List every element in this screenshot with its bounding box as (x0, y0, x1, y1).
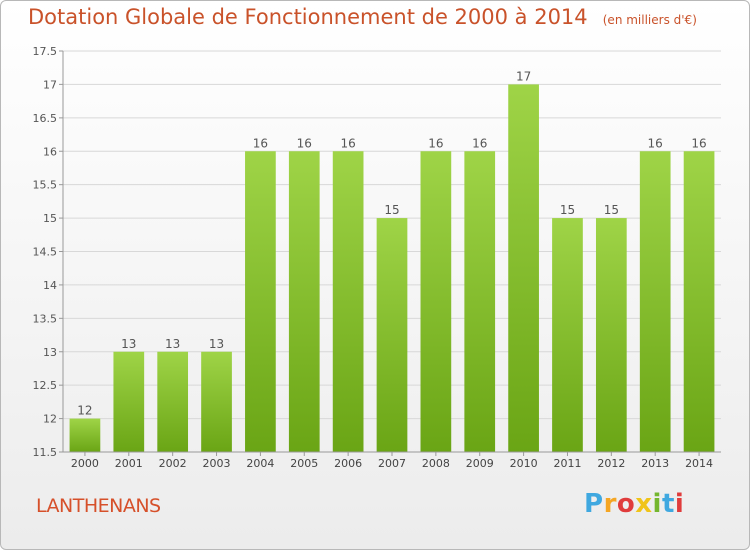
data-label-2002: 13 (165, 337, 180, 351)
y-tick-label: 13 (43, 346, 57, 359)
data-label-2008: 16 (428, 136, 443, 150)
x-tick-label-2009: 2009 (466, 457, 494, 470)
y-tick-label: 14 (43, 279, 57, 292)
axes: 11.5 12 12.5 13 13.5 14 14.5 15 15.5 16 16.5 17 17.5… (33, 45, 721, 470)
bars (69, 84, 715, 453)
data-label-2004: 16 (253, 136, 268, 150)
x-tick-label-2003: 2003 (203, 457, 231, 470)
bar-2006 (332, 151, 364, 452)
bar-2013 (639, 151, 671, 452)
data-labels: 12 13 13 13 16 16 16 15 16 16 17 15 15 16 16 (77, 69, 706, 417)
bar-2002 (157, 351, 189, 452)
logo-letter: t (661, 489, 675, 519)
bar-2009 (464, 151, 496, 452)
data-label-2013: 16 (648, 136, 663, 150)
y-tick-label: 14.5 (33, 246, 58, 259)
chart-title: Dotation Globale de Fonctionnement de 20… (28, 5, 697, 29)
data-label-2000: 12 (77, 404, 92, 418)
y-tick-label: 12.5 (33, 379, 58, 392)
bar-2012 (595, 218, 627, 452)
y-tick-label: 11.5 (33, 446, 58, 459)
y-tick-label: 16.5 (33, 112, 58, 125)
x-tick-label-2006: 2006 (334, 457, 362, 470)
x-tick-label-2013: 2013 (641, 457, 669, 470)
bar-2011 (552, 218, 583, 452)
bar-2000 (69, 418, 101, 452)
logo-letter: i (652, 489, 662, 519)
x-tick-label-2014: 2014 (685, 457, 713, 470)
proxiti-logo[interactable]: Proxiti (584, 489, 684, 519)
data-label-2012: 15 (604, 203, 619, 217)
bar-2005 (288, 151, 320, 452)
data-label-2011: 15 (560, 203, 575, 217)
bar-2008 (420, 151, 452, 452)
bar-2007 (376, 218, 408, 452)
y-tick-label: 12 (43, 413, 57, 426)
data-label-2007: 15 (384, 203, 399, 217)
x-tick-label-2005: 2005 (290, 457, 318, 470)
x-tick-label-2001: 2001 (115, 457, 143, 470)
chart-unit-note: (en milliers d'€) (602, 13, 697, 27)
chart-title-text: Dotation Globale de Fonctionnement de 20… (28, 5, 588, 29)
data-label-2010: 17 (516, 69, 531, 83)
x-tick-label-2010: 2010 (510, 457, 538, 470)
logo-letter: x (635, 489, 653, 519)
bar-2010 (508, 84, 539, 453)
x-tick-label-2004: 2004 (246, 457, 274, 470)
x-tick-label-2008: 2008 (422, 457, 450, 470)
logo-letter: o (616, 489, 636, 519)
commune-name: LANTHENANS (36, 495, 161, 517)
data-label-2014: 16 (691, 136, 706, 150)
x-tick-label-2000: 2000 (71, 457, 99, 470)
bar-2003 (201, 351, 232, 452)
logo-letter: P (584, 489, 604, 519)
logo-letter: r (603, 489, 617, 519)
y-tick-label: 15 (43, 212, 57, 225)
x-tick-label-2002: 2002 (159, 457, 187, 470)
y-tick-label: 16 (43, 145, 57, 158)
x-tick-label-2007: 2007 (378, 457, 406, 470)
x-tick-label-2012: 2012 (597, 457, 625, 470)
bar-2014 (683, 151, 715, 452)
data-label-2006: 16 (340, 136, 355, 150)
data-label-2003: 13 (209, 337, 224, 351)
x-tick-label-2011: 2011 (553, 457, 581, 470)
data-label-2005: 16 (297, 136, 312, 150)
y-tick-label: 17 (43, 78, 57, 91)
y-tick-label: 17.5 (33, 45, 58, 58)
logo-letter: i (674, 489, 685, 519)
data-label-2009: 16 (472, 136, 487, 150)
bar-2001 (113, 351, 145, 452)
bar-2004 (245, 151, 276, 452)
y-tick-label: 15.5 (33, 179, 58, 192)
y-tick-label: 13.5 (33, 312, 58, 325)
data-label-2001: 13 (121, 337, 136, 351)
